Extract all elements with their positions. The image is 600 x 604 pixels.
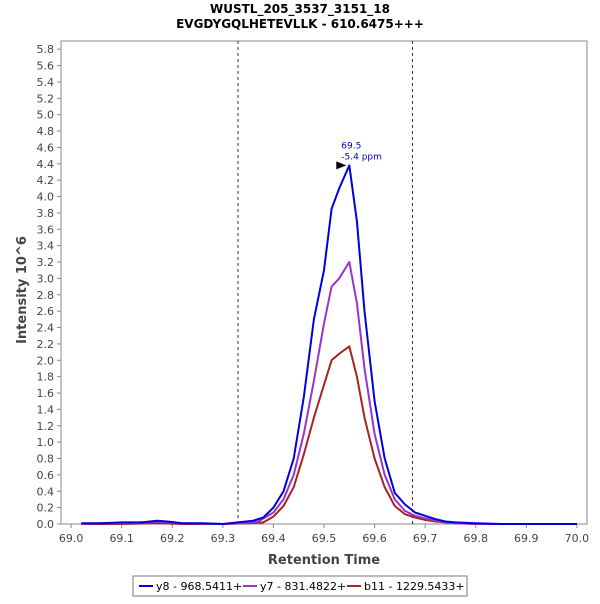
y-tick-label: 0.4 <box>37 485 55 498</box>
plot-area <box>61 41 587 524</box>
y-tick-label: 3.4 <box>37 240 55 253</box>
y-tick-label: 0.8 <box>37 453 55 466</box>
x-tick-label: 69.6 <box>362 532 387 545</box>
x-tick-label: 69.9 <box>514 532 539 545</box>
chart-title: WUSTL_205_3537_3151_18 <box>210 2 390 17</box>
y-tick-label: 3.2 <box>37 256 55 269</box>
x-tick-label: 69.3 <box>211 532 236 545</box>
x-tick-label: 69.4 <box>261 532 286 545</box>
y-tick-label: 3.6 <box>37 223 55 236</box>
x-tick-label: 70.0 <box>565 532 590 545</box>
y-tick-label: 4.4 <box>37 158 55 171</box>
y-axis-title: Intensity 10^6 <box>15 236 30 344</box>
y-tick-label: 2.4 <box>37 322 55 335</box>
chart-subtitle: EVGDYGQLHETEVLLK - 610.6475+++ <box>176 17 424 31</box>
x-tick-label: 69.5 <box>312 532 337 545</box>
y-tick-label: 5.6 <box>37 60 55 73</box>
y-tick-label: 0.0 <box>37 518 55 531</box>
y-tick-label: 5.2 <box>37 92 55 105</box>
chromatogram-chart: WUSTL_205_3537_3151_18 EVGDYGQLHETEVLLK … <box>0 0 600 600</box>
y-tick-label: 1.8 <box>37 371 55 384</box>
x-axis-title: Retention Time <box>268 553 380 568</box>
x-axis: 69.0 69.1 69.2 69.3 69.4 69.5 69.6 69.7 69.8 69.9… <box>59 524 589 545</box>
apex-ppm-label: -5.4 ppm <box>341 152 382 162</box>
y-tick-label: 2.0 <box>37 354 55 367</box>
x-tick-label: 69.7 <box>413 532 438 545</box>
y-tick-label: 3.0 <box>37 272 55 285</box>
y-tick-label: 4.8 <box>37 125 55 138</box>
x-tick-label: 69.0 <box>59 532 84 545</box>
y-tick-label: 1.0 <box>37 436 55 449</box>
y-axis: 0.0 0.2 0.4 0.6 0.8 1.0 1.2 1.4 1.6 1.8 2.0 2.2 2.4 2… <box>37 43 62 531</box>
x-tick-label: 69.2 <box>160 532 185 545</box>
y-tick-label: 5.4 <box>37 76 55 89</box>
y-tick-label: 5.0 <box>37 109 55 122</box>
y-tick-label: 1.6 <box>37 387 55 400</box>
y-tick-label: 4.0 <box>37 191 55 204</box>
legend-label-0: y8 - 968.5411+ <box>156 580 242 593</box>
legend-label-1: y7 - 831.4822+ <box>260 580 346 593</box>
y-tick-label: 4.6 <box>37 141 55 154</box>
x-tick-label: 69.8 <box>463 532 488 545</box>
apex-rt-label: 69.5 <box>341 141 361 151</box>
y-tick-label: 5.8 <box>37 43 55 56</box>
y-tick-label: 3.8 <box>37 207 55 220</box>
y-tick-label: 2.6 <box>37 305 55 318</box>
y-tick-label: 4.2 <box>37 174 55 187</box>
x-tick-label: 69.1 <box>109 532 134 545</box>
y-tick-label: 1.4 <box>37 403 55 416</box>
legend-label-2: b11 - 1229.5433+ <box>364 580 465 593</box>
legend: y8 - 968.5411+ y7 - 831.4822+ b11 - 1229.5… <box>133 576 467 596</box>
y-tick-label: 1.2 <box>37 420 55 433</box>
y-tick-label: 2.2 <box>37 338 55 351</box>
y-tick-label: 0.2 <box>37 502 55 515</box>
y-tick-label: 2.8 <box>37 289 55 302</box>
y-tick-label: 0.6 <box>37 469 55 482</box>
